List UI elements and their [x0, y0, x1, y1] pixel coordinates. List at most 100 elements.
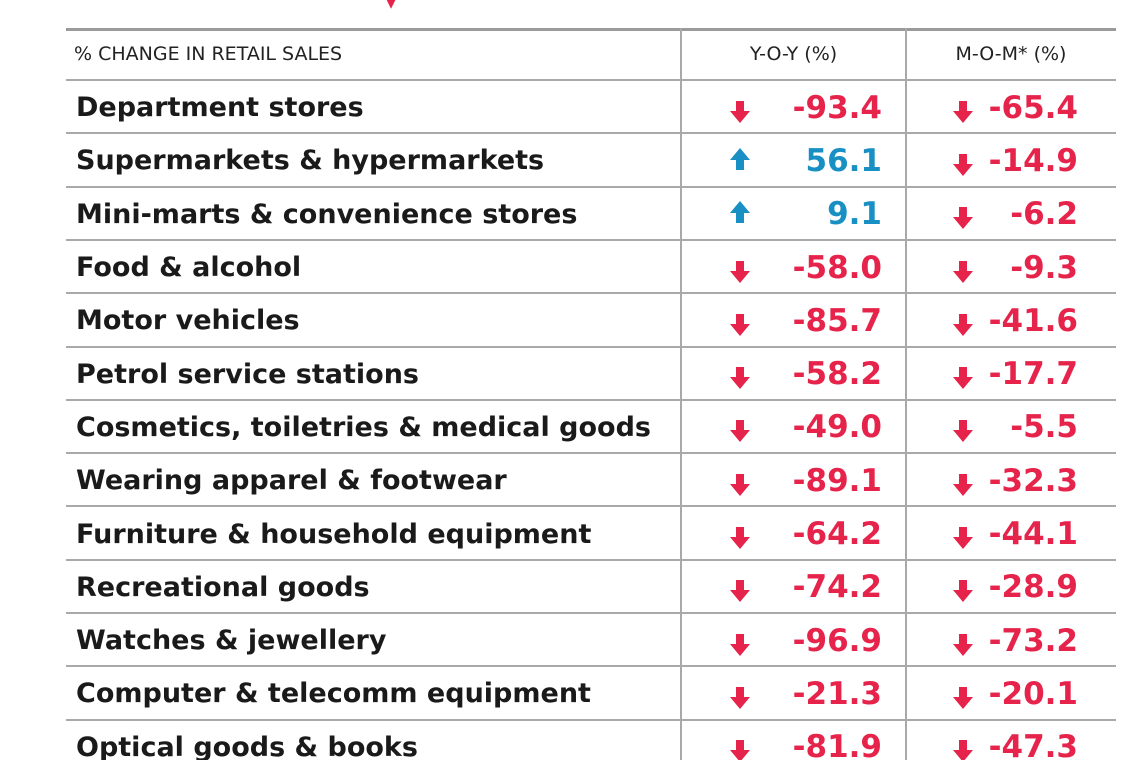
yoy-value-cell: -74.2: [681, 561, 906, 614]
mom-value: -65.4: [988, 89, 1078, 126]
yoy-value-cell: -64.2: [681, 507, 906, 560]
down-arrow-icon: [730, 580, 750, 603]
down-arrow-icon: [953, 580, 973, 603]
mom-value-cell: -32.3: [906, 454, 1116, 507]
yoy-value: -58.0: [792, 249, 882, 286]
mom-value: -14.9: [988, 142, 1078, 179]
mom-value: -17.7: [988, 356, 1078, 393]
down-arrow-icon: [953, 313, 973, 336]
down-arrow-icon: [730, 260, 750, 283]
row-divider: [66, 185, 1116, 188]
category-label: Petrol service stations: [76, 358, 419, 390]
row-divider: [66, 612, 1116, 614]
mom-value-cell: -9.3: [906, 241, 1116, 294]
mom-value-cell: -5.5: [906, 401, 1116, 454]
retail-sales-table: % CHANGE IN RETAIL SALES Y-O-Y (%) M-O-M* …: [66, 28, 1116, 760]
yoy-value: -81.9: [792, 729, 882, 760]
row-divider: [66, 132, 1116, 135]
down-arrow-icon: [730, 740, 750, 760]
category-label: Recreational goods: [76, 571, 370, 603]
column-divider: [905, 28, 907, 760]
yoy-value: -96.9: [792, 622, 882, 659]
yoy-value-cell: -58.0: [681, 241, 906, 294]
down-arrow-icon: [730, 100, 750, 123]
down-arrow-icon: [953, 153, 973, 176]
down-arrow-icon: [730, 367, 750, 390]
mom-value: -32.3: [988, 462, 1078, 499]
mom-value-cell: -17.7: [906, 348, 1116, 401]
mom-value-cell: -28.9: [906, 561, 1116, 614]
yoy-value: -64.2: [792, 516, 882, 553]
down-arrow-icon: [730, 633, 750, 656]
down-arrow-icon: [953, 527, 973, 550]
row-divider: [66, 292, 1116, 295]
mom-value: -9.3: [1010, 249, 1078, 286]
mom-value: -5.5: [1010, 409, 1078, 446]
column-header: Y-O-Y (%): [749, 42, 838, 65]
column-divider: [680, 28, 682, 760]
yoy-value-cell: -81.9: [681, 721, 906, 760]
yoy-value-cell: 56.1: [681, 134, 906, 187]
table-top-rule: [66, 28, 1116, 31]
yoy-value: -74.2: [792, 569, 882, 606]
category-label: Mini-marts & convenience stores: [76, 198, 578, 230]
down-arrow-icon: [730, 527, 750, 550]
mom-value: -73.2: [988, 622, 1078, 659]
up-arrow-icon: [730, 147, 750, 170]
row-divider: [66, 452, 1116, 455]
yoy-value: -49.0: [792, 409, 882, 446]
cropped-headline-dark: ━━━━━━━━━━━━━━━━: [80, 0, 369, 13]
down-arrow-icon: [953, 100, 973, 123]
down-arrow-icon: [953, 260, 973, 283]
row-divider: [66, 665, 1116, 668]
yoy-value-cell: -21.3: [681, 667, 906, 720]
down-arrow-icon: [953, 740, 973, 760]
yoy-value: -21.3: [792, 675, 882, 712]
mom-value: -47.3: [988, 729, 1078, 760]
down-arrow-icon: [953, 207, 973, 230]
down-arrow-icon: [730, 686, 750, 709]
yoy-value: 9.1: [827, 196, 882, 233]
mom-value-cell: -20.1: [906, 667, 1116, 720]
row-divider: [66, 505, 1116, 508]
row-divider: [66, 718, 1116, 721]
mom-value-cell: -14.9: [906, 134, 1116, 187]
down-arrow-icon: [953, 633, 973, 656]
mom-value-cell: -73.2: [906, 614, 1116, 667]
category-label: Motor vehicles: [76, 305, 300, 337]
down-arrow-icon: [730, 313, 750, 336]
row-divider: [66, 558, 1116, 561]
column-header: % CHANGE IN RETAIL SALES: [74, 42, 343, 65]
down-arrow-icon: [953, 367, 973, 390]
row-divider: [66, 79, 1116, 81]
yoy-value: 56.1: [805, 142, 883, 179]
down-arrow-icon: [730, 473, 750, 496]
down-arrow-icon: [953, 420, 973, 443]
yoy-value-cell: -49.0: [681, 401, 906, 454]
category-label: Department stores: [76, 92, 364, 124]
yoy-value: -85.7: [792, 302, 882, 339]
yoy-value: -58.2: [792, 356, 882, 393]
category-label: Furniture & household equipment: [76, 518, 592, 550]
yoy-value-cell: -96.9: [681, 614, 906, 667]
down-arrow-icon: [953, 686, 973, 709]
mom-value-cell: -47.3: [906, 721, 1116, 760]
yoy-value-cell: -85.7: [681, 294, 906, 347]
mom-value: -6.2: [1010, 196, 1078, 233]
category-label: Cosmetics, toiletries & medical goods: [76, 411, 651, 443]
mom-value-cell: -6.2: [906, 188, 1116, 241]
category-label: Supermarkets & hypermarkets: [76, 145, 545, 177]
row-divider: [66, 398, 1116, 401]
yoy-value-cell: -93.4: [681, 81, 906, 134]
yoy-value-cell: 9.1: [681, 188, 906, 241]
yoy-value: -89.1: [792, 462, 882, 499]
mom-value-cell: -41.6: [906, 294, 1116, 347]
row-divider: [66, 238, 1116, 241]
cropped-headline-red: ▼━━━━━━━━: [379, 0, 547, 13]
cropped-headline: ━━━━━━━━━━━━━━━━ ▼━━━━━━━━: [80, 0, 547, 13]
mom-value-cell: -65.4: [906, 81, 1116, 134]
category-label: Watches & jewellery: [76, 625, 387, 657]
row-divider: [66, 345, 1116, 348]
yoy-value-cell: -89.1: [681, 454, 906, 507]
yoy-value-cell: -58.2: [681, 348, 906, 401]
